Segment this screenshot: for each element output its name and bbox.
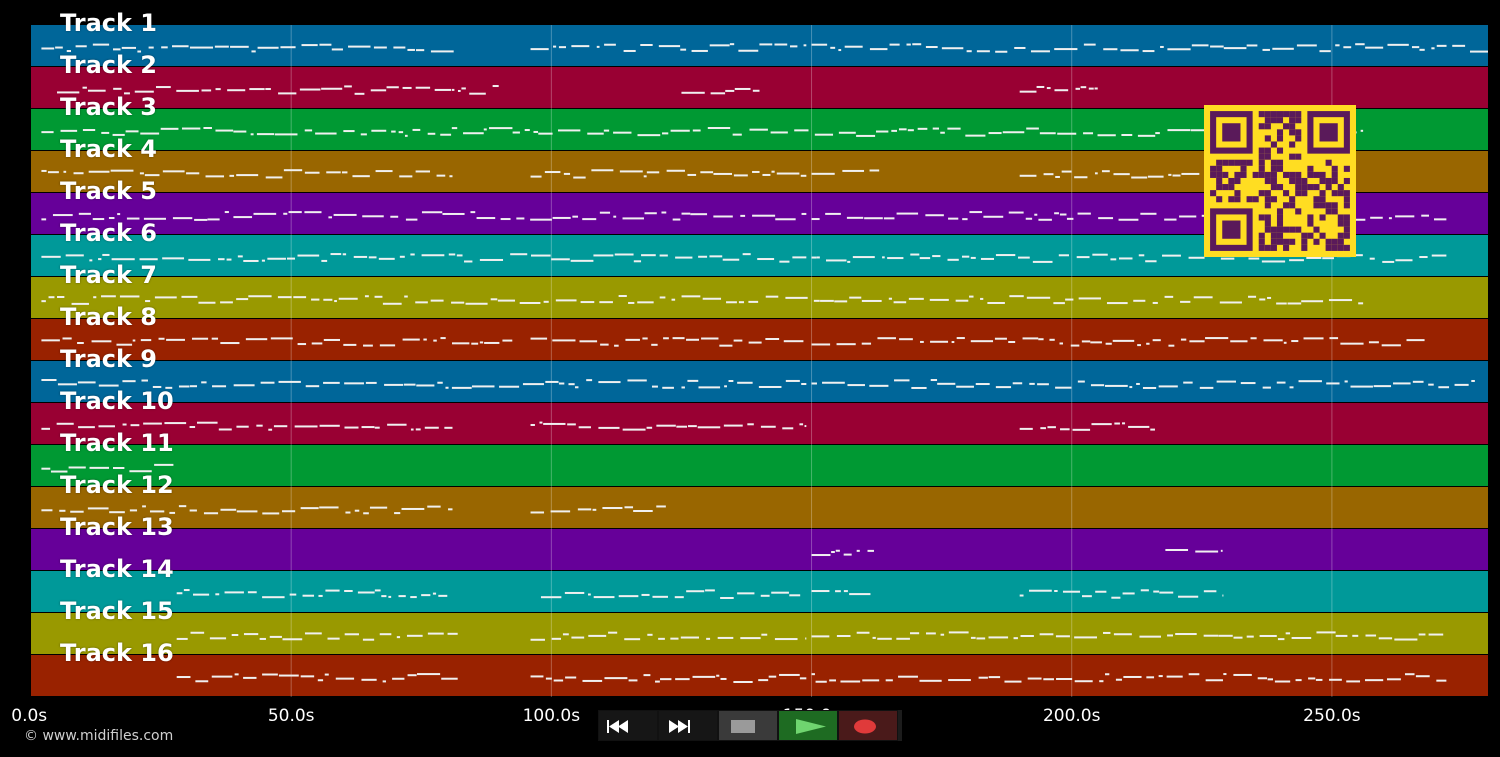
track-label-12: Track 12 xyxy=(60,471,174,499)
play-button[interactable] xyxy=(778,710,838,741)
rewind-button[interactable] xyxy=(598,710,658,741)
track-lane-10[interactable] xyxy=(31,403,1488,444)
time-tick-label: 100.0s xyxy=(522,706,581,726)
rewind-icon xyxy=(607,720,628,733)
track-label-5: Track 5 xyxy=(60,177,158,205)
track-label-7: Track 7 xyxy=(60,261,158,289)
record-icon xyxy=(854,719,876,734)
time-tick-label: 0.0s xyxy=(11,706,48,726)
track-lane-7[interactable] xyxy=(31,277,1488,318)
track-lane-9[interactable] xyxy=(31,361,1488,402)
qr-code-icon xyxy=(1204,105,1356,257)
track-label-11: Track 11 xyxy=(60,429,174,457)
track-label-6: Track 6 xyxy=(60,219,158,247)
stop-icon xyxy=(731,720,755,733)
time-tick-label: 250.0s xyxy=(1303,706,1361,726)
track-lane-12[interactable] xyxy=(31,487,1488,528)
track-label-16: Track 16 xyxy=(60,639,174,667)
copyright-text: © www.midifiles.com xyxy=(24,728,174,744)
time-tick-label: 50.0s xyxy=(267,706,315,726)
time-tick-label: 200.0s xyxy=(1042,706,1101,726)
fast-forward-button[interactable] xyxy=(658,710,718,741)
track-label-13: Track 13 xyxy=(60,513,174,541)
track-label-2: Track 2 xyxy=(60,51,158,79)
play-icon xyxy=(796,719,826,734)
track-label-8: Track 8 xyxy=(60,303,158,331)
track-lane-11[interactable] xyxy=(31,445,1488,486)
track-label-14: Track 14 xyxy=(60,555,174,583)
track-lane-16[interactable] xyxy=(31,655,1488,696)
track-label-1: Track 1 xyxy=(60,9,158,37)
fast-forward-icon xyxy=(669,720,690,733)
track-lane-15[interactable] xyxy=(31,613,1488,654)
track-lane-2[interactable] xyxy=(31,67,1488,108)
transport-controls xyxy=(598,710,902,741)
record-button[interactable] xyxy=(838,710,898,741)
track-lane-1[interactable] xyxy=(31,25,1488,66)
track-label-9: Track 9 xyxy=(60,345,158,373)
track-label-4: Track 4 xyxy=(60,135,158,163)
track-label-3: Track 3 xyxy=(60,93,158,121)
stop-button[interactable] xyxy=(718,710,778,741)
track-lane-8[interactable] xyxy=(31,319,1488,360)
track-lane-13[interactable] xyxy=(31,529,1488,570)
track-label-10: Track 10 xyxy=(60,387,174,415)
track-label-15: Track 15 xyxy=(60,597,174,625)
track-lane-14[interactable] xyxy=(31,571,1488,612)
